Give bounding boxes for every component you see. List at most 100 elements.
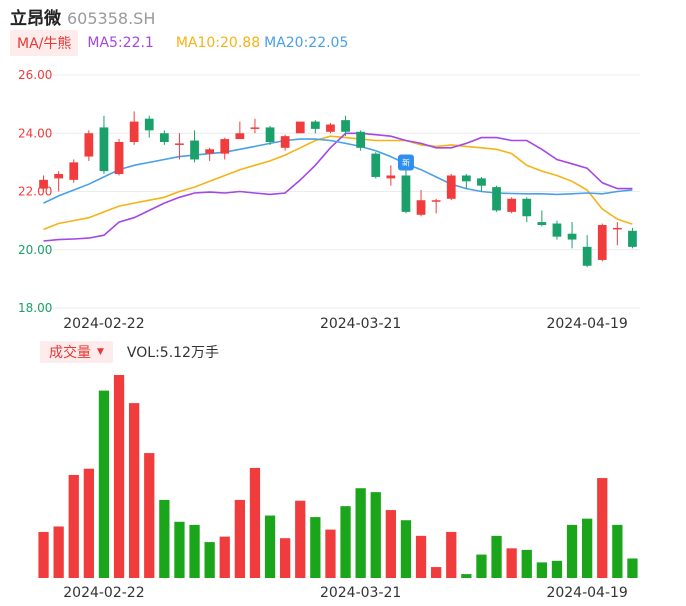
candle-body (175, 143, 184, 145)
volume-bar (566, 524, 578, 578)
candle-body (537, 222, 547, 225)
volume-bar (355, 488, 366, 578)
volume-bar (295, 500, 306, 578)
volume-bar (129, 403, 140, 578)
volume-bar (627, 558, 638, 578)
volume-indicator-label: 成交量 (49, 345, 91, 361)
volume-bar (340, 506, 351, 578)
volume-date-label: 2024-02-22 (63, 585, 144, 601)
candle-body (461, 175, 471, 182)
candle-body (54, 174, 64, 179)
volume-bar (113, 375, 125, 578)
volume-bar (98, 390, 110, 578)
candle-body (492, 187, 501, 211)
candle-body (326, 124, 335, 132)
volume-bar (189, 524, 200, 578)
candle-body (295, 121, 305, 134)
price-date-label: 2024-03-21 (320, 316, 401, 332)
candle-body (265, 127, 275, 142)
candle-body (552, 223, 562, 237)
stock-code: 605358.SH (67, 9, 156, 28)
ma10-line (43, 135, 633, 231)
candle-body (582, 246, 592, 266)
candle-body (129, 121, 139, 142)
volume-indicator-selector[interactable]: 成交量 ▼ (40, 341, 113, 363)
volume-bar (53, 526, 64, 578)
volume-bar (310, 517, 321, 578)
candle-body (114, 141, 124, 175)
stock-name: 立昂微 (10, 9, 61, 29)
ma-legend: MA/牛熊 MA5:22.1 MA10:20.88 MA20:22.05 (10, 30, 348, 56)
candle-body (99, 127, 109, 172)
volume-bar (536, 562, 547, 578)
volume-bar (506, 548, 517, 578)
candle-body (446, 175, 456, 199)
candle-body (612, 227, 622, 230)
candle-body (341, 120, 350, 132)
price-tick-label: 18.00 (18, 301, 52, 315)
candle-body (144, 118, 154, 131)
price-date-label: 2024-04-19 (546, 316, 627, 332)
candle-body (597, 224, 607, 260)
ma5-line (43, 132, 633, 242)
volume-bar (461, 574, 472, 578)
volume-bar (159, 499, 170, 578)
candle-body (522, 198, 532, 217)
candle-body (205, 149, 215, 154)
volume-value: VOL:5.12万手 (126, 345, 219, 361)
candle-body (250, 127, 260, 129)
candle-body (69, 162, 79, 180)
volume-bar (234, 499, 245, 578)
volume-legend: 成交量 ▼ VOL:5.12万手 (40, 341, 219, 363)
volume-date-label: 2024-03-21 (320, 585, 401, 601)
candle-body (477, 178, 486, 186)
caret-down-icon: ▼ (97, 347, 104, 357)
volume-bar (400, 520, 412, 578)
volume-bar (491, 535, 502, 578)
candle-body (507, 198, 517, 212)
volume-bar (431, 567, 442, 578)
volume-bar (325, 529, 336, 578)
news-marker-label: 新 (402, 157, 410, 167)
candle-body (371, 153, 381, 177)
volume-bar (249, 467, 261, 578)
volume-bar (144, 453, 155, 578)
candle-body (280, 136, 290, 148)
candle-body (628, 230, 637, 247)
price-tick-label: 26.00 (18, 68, 52, 82)
candle-body (220, 139, 230, 154)
volume-bar (264, 515, 276, 578)
ma20-line (43, 138, 633, 204)
candle-body (235, 133, 245, 140)
volume-date-label: 2024-04-19 (546, 585, 627, 601)
volume-bar (612, 524, 623, 578)
volume-bar (219, 536, 230, 578)
candle-body (431, 200, 441, 202)
ma-indicator-selector[interactable]: MA/牛熊 (10, 30, 79, 56)
price-tick-label: 20.00 (18, 243, 52, 257)
ma5-legend-label: MA5:22.1 (87, 35, 154, 51)
volume-bar (204, 542, 215, 578)
candle-body (386, 175, 396, 179)
candle-body (84, 133, 94, 157)
ma10-legend-label: MA10:20.88 (175, 35, 261, 51)
volume-bar (597, 478, 608, 578)
volume-bar (476, 554, 487, 578)
candle-body (190, 140, 199, 160)
candle-body (401, 175, 411, 212)
volume-bar (68, 474, 79, 578)
volume-bar (83, 468, 94, 578)
price-tick-label: 24.00 (18, 126, 52, 140)
volume-bar (415, 535, 427, 578)
candle-body (356, 131, 366, 148)
candle-body (310, 121, 320, 129)
candle-body (39, 179, 48, 189)
price-date-label: 2024-02-22 (63, 316, 144, 332)
volume-bar (385, 510, 396, 578)
stock-header: 立昂微 605358.SH (10, 4, 155, 30)
volume-bar (370, 492, 381, 578)
volume-bar (551, 560, 563, 578)
ma20-legend-label: MA20:22.05 (264, 35, 349, 51)
news-marker-icon (397, 154, 414, 171)
